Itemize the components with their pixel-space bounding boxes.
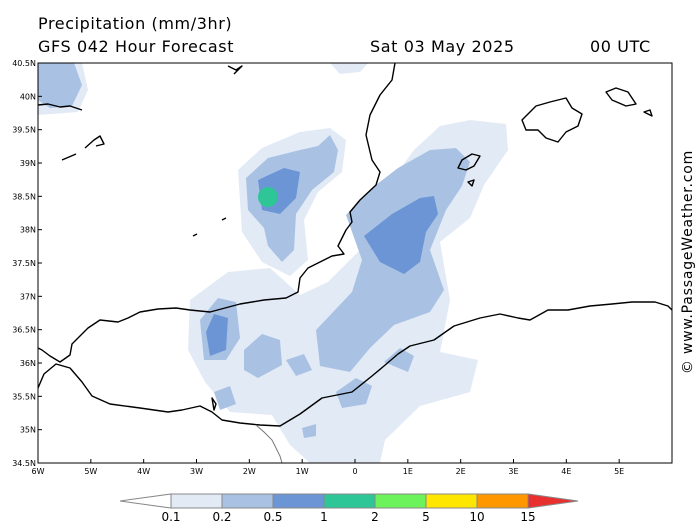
precip-area-medium [244, 334, 282, 378]
legend-arrow-low [119, 493, 172, 509]
island-cabrera [643, 109, 653, 117]
lat-label: 35.5N [12, 392, 36, 401]
lon-label: 2W [243, 467, 256, 476]
lon-label: 5W [84, 467, 97, 476]
forecast-date: Sat 03 May 2025 [370, 37, 515, 56]
lat-label: 37.5N [12, 259, 36, 268]
precip-area-max [258, 187, 278, 207]
latitude-axis: 40.5N 40N 39.5N 39N 38.5N 38N 37.5N 37N 36.5N 36N… [12, 59, 42, 468]
lon-label: 3E [508, 467, 518, 476]
legend-label: 0.1 [161, 510, 180, 524]
lat-label: 37N [20, 292, 36, 301]
precip-area-medium [384, 348, 414, 372]
lat-label: 38N [20, 226, 36, 235]
coastline-iberia [38, 63, 396, 363]
coastline-ceuta [211, 397, 217, 411]
legend-label: 10 [469, 510, 484, 524]
coastline-feature [61, 153, 77, 161]
coastline-africa [38, 301, 672, 427]
country-border [255, 424, 283, 463]
lat-label: 39.5N [12, 126, 36, 135]
legend-label: 2 [371, 510, 379, 524]
lon-label: 2E [456, 467, 466, 476]
precip-area-medium [214, 386, 236, 410]
precip-area-heavy [364, 196, 438, 274]
legend-swatch [425, 493, 478, 509]
coastline-feature [192, 233, 198, 237]
lon-label: 1E [403, 467, 413, 476]
coastline-iberia [38, 103, 83, 111]
precip-area-medium [302, 424, 316, 438]
lat-label: 36.5N [12, 326, 36, 335]
island-mallorca [521, 97, 583, 143]
precip-field [38, 63, 508, 463]
legend-swatch [323, 493, 376, 509]
lat-label: 36N [20, 359, 36, 368]
longitude-axis: 6W 5W 4W 3W 2W 1W 0 1E 2E 3E 4E 5E [32, 459, 624, 476]
border [255, 424, 283, 463]
coastline-feature [84, 135, 105, 149]
legend-label: 0.5 [263, 510, 282, 524]
island-ibiza [457, 153, 481, 171]
legend-swatch [272, 493, 325, 509]
lon-label: 3W [190, 467, 203, 476]
legend-label: 1 [320, 510, 328, 524]
chart-title: Precipitation (mm/3hr) [38, 14, 233, 33]
lon-label: 0 [352, 467, 357, 476]
lat-label: 34.5N [12, 459, 36, 468]
forecast-label: GFS 042 Hour Forecast [38, 37, 235, 56]
legend-label: 15 [520, 510, 535, 524]
lat-label: 39N [20, 159, 36, 168]
lon-label: 5E [614, 467, 624, 476]
precip-area-medium [38, 63, 82, 108]
coastline-feature [221, 217, 227, 221]
coastline [38, 63, 672, 427]
island-menorca [605, 87, 637, 107]
legend-swatch [170, 493, 223, 509]
legend-swatch [221, 493, 274, 509]
lon-label: 4W [137, 467, 150, 476]
precip-area-medium [286, 354, 312, 376]
island-formentera [467, 179, 475, 187]
lon-label: 1W [296, 467, 309, 476]
precip-area-light [330, 63, 368, 74]
precip-area-medium [336, 378, 372, 408]
lat-label: 40.5N [12, 59, 36, 68]
precip-area-heavy [206, 314, 228, 356]
forecast-time: 00 UTC [590, 37, 651, 56]
legend-swatch [374, 493, 427, 509]
legend-arrow-high [527, 493, 579, 509]
lon-label: 4E [561, 467, 571, 476]
lat-label: 35N [20, 426, 36, 435]
legend-label: 0.2 [212, 510, 231, 524]
legend-swatch [476, 493, 529, 509]
lon-label: 6W [32, 467, 45, 476]
coastline-lagoon [227, 65, 243, 75]
lat-label: 38.5N [12, 192, 36, 201]
legend-label: 5 [422, 510, 430, 524]
lat-label: 40N [20, 92, 36, 101]
